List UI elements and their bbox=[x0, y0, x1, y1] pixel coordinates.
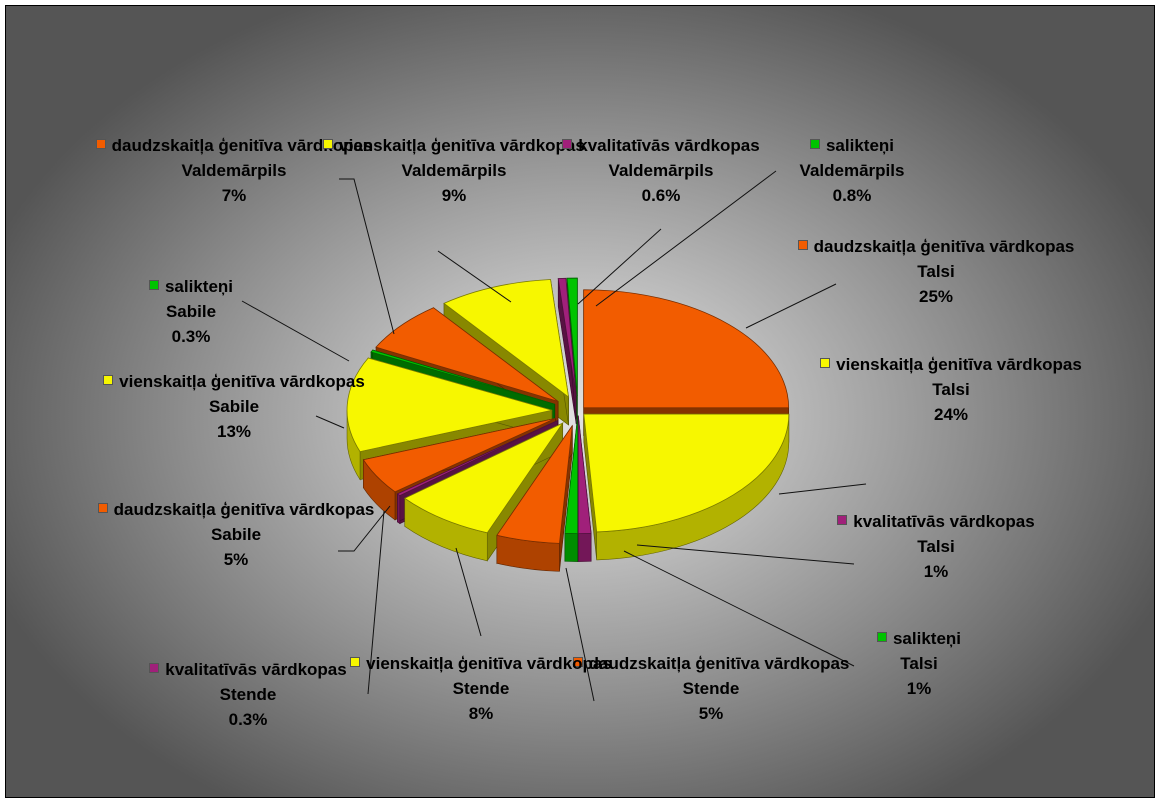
data-label: salikteņi Sabile 0.3% bbox=[31, 274, 351, 349]
pie-slice bbox=[583, 413, 790, 561]
slice-percent: 24% bbox=[933, 405, 969, 424]
slice-percent: 0.8% bbox=[832, 186, 872, 205]
data-label: vienskaitļa ģenitīva vārdkopas Valdemārpi… bbox=[294, 133, 614, 208]
data-label: daudzskaitļa ģenitīva vārdkopas Stende 5% bbox=[551, 651, 871, 726]
pie-slice bbox=[564, 415, 579, 562]
slice-percent: 0.6% bbox=[641, 186, 681, 205]
legend-key-icon bbox=[149, 663, 160, 673]
slice-percent: 0.3% bbox=[171, 327, 211, 346]
leader-line bbox=[315, 415, 345, 429]
slice-place: Sabile bbox=[210, 525, 262, 544]
legend-key-icon bbox=[350, 657, 361, 667]
legend-key-icon bbox=[837, 515, 848, 525]
leader-line bbox=[339, 178, 395, 335]
data-label: vienskaitļa ģenitīva vārdkopas Sabile 13% bbox=[74, 369, 394, 444]
slice-category: salikteņi bbox=[825, 136, 895, 155]
slice-category: salikteņi bbox=[164, 277, 234, 296]
slice-percent: 13% bbox=[216, 422, 252, 441]
slice-category: vienskaitļa ģenitīva vārdkopas bbox=[836, 355, 1082, 374]
slice-place: Sabile bbox=[165, 302, 217, 321]
slice-percent: 1% bbox=[923, 562, 949, 581]
slice-category: daudzskaitļa ģenitīva vārdkopas bbox=[588, 654, 850, 673]
pie-slice bbox=[496, 424, 573, 572]
leader-line bbox=[623, 550, 855, 667]
data-label: kvalitatīvās vārdkopas Talsi 1% bbox=[776, 509, 1096, 584]
leader-line bbox=[455, 547, 482, 637]
leader-line bbox=[636, 544, 855, 565]
slice-category: vienskaitļa ģenitīva vārdkopas bbox=[366, 654, 612, 673]
slice-category: kvalitatīvās vārdkopas bbox=[165, 660, 347, 679]
slice-place: Stende bbox=[682, 679, 740, 698]
leader-line bbox=[595, 170, 777, 307]
data-label: vienskaitļa ģenitīva vārdkopas Talsi 24% bbox=[791, 352, 1111, 427]
slice-place: Stende bbox=[452, 679, 510, 698]
slice-place: Talsi bbox=[917, 537, 955, 556]
slice-percent: 25% bbox=[918, 287, 954, 306]
pie-chart bbox=[241, 170, 867, 702]
pie-slice bbox=[577, 415, 592, 562]
slice-place: Valdemārpils bbox=[799, 161, 905, 180]
slice-percent: 7% bbox=[221, 186, 247, 205]
leader-line bbox=[565, 567, 595, 702]
slice-percent: 8% bbox=[468, 704, 494, 723]
legend-key-icon bbox=[148, 280, 159, 290]
slice-place: Stende bbox=[219, 685, 277, 704]
data-label: daudzskaitļa ģenitīva vārdkopas Valdemārp… bbox=[74, 133, 394, 208]
legend-key-icon bbox=[103, 375, 114, 385]
data-label: daudzskaitļa ģenitīva vārdkopas Sabile 5% bbox=[76, 497, 396, 572]
slice-percent: 5% bbox=[223, 550, 249, 569]
slice-place: Talsi bbox=[900, 654, 938, 673]
slice-category: vienskaitļa ģenitīva vārdkopas bbox=[119, 372, 365, 391]
data-label: salikteņi Talsi 1% bbox=[759, 626, 1079, 701]
slice-percent: 9% bbox=[441, 186, 467, 205]
slice-category: daudzskaitļa ģenitīva vārdkopas bbox=[113, 500, 375, 519]
pie-slice bbox=[403, 422, 564, 562]
legend-key-icon bbox=[95, 139, 106, 149]
slice-place: Talsi bbox=[917, 262, 955, 281]
slice-category: kvalitatīvās vārdkopas bbox=[578, 136, 760, 155]
slice-percent: 0.3% bbox=[228, 710, 268, 729]
legend-key-icon bbox=[562, 139, 573, 149]
data-label: kvalitatīvās vārdkopas Stende 0.3% bbox=[88, 657, 408, 732]
legend-key-icon bbox=[876, 632, 887, 642]
legend-key-icon bbox=[820, 358, 831, 368]
leader-line bbox=[745, 283, 837, 329]
legend-key-icon bbox=[797, 240, 808, 250]
data-label: daudzskaitļa ģenitīva vārdkopas Talsi 25% bbox=[776, 234, 1096, 309]
leader-line bbox=[338, 505, 391, 552]
leader-line bbox=[778, 483, 867, 495]
pie-slice bbox=[557, 277, 577, 425]
slice-category: daudzskaitļa ģenitīva vārdkopas bbox=[111, 136, 373, 155]
data-label: kvalitatīvās vārdkopas Valdemārpils 0.6% bbox=[501, 133, 821, 208]
slice-category: vienskaitļa ģenitīva vārdkopas bbox=[339, 136, 585, 155]
slice-percent: 1% bbox=[906, 679, 932, 698]
legend-key-icon bbox=[572, 657, 583, 667]
slice-category: salikteņi bbox=[892, 629, 962, 648]
slice-place: Talsi bbox=[932, 380, 970, 399]
slice-place: Valdemārpils bbox=[608, 161, 714, 180]
data-label: vienskaitļa ģenitīva vārdkopas Stende 8% bbox=[321, 651, 641, 726]
legend-key-icon bbox=[809, 139, 820, 149]
slice-place: Valdemārpils bbox=[181, 161, 287, 180]
chart-frame: daudzskaitļa ģenitīva vārdkopas Talsi 25% v… bbox=[5, 5, 1155, 798]
leader-line bbox=[577, 228, 662, 305]
slice-percent: 5% bbox=[698, 704, 724, 723]
slice-category: daudzskaitļa ģenitīva vārdkopas bbox=[813, 237, 1075, 256]
slice-place: Sabile bbox=[208, 397, 260, 416]
leader-line bbox=[367, 510, 385, 695]
legend-key-icon bbox=[323, 139, 334, 149]
leader-line bbox=[437, 250, 512, 303]
legend-key-icon bbox=[97, 503, 108, 513]
slice-category: kvalitatīvās vārdkopas bbox=[853, 512, 1035, 531]
slice-place: Valdemārpils bbox=[401, 161, 507, 180]
data-label: salikteņi Valdemārpils 0.8% bbox=[692, 133, 1012, 208]
leader-line bbox=[241, 300, 350, 362]
